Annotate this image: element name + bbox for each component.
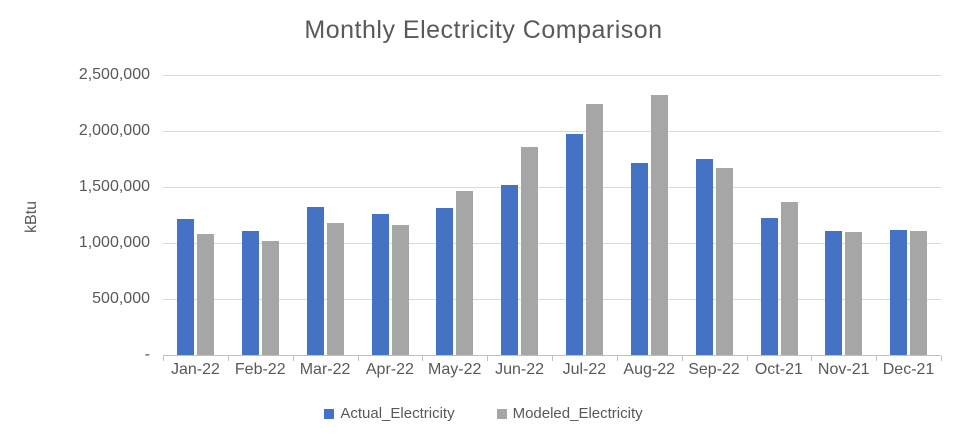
gridline [163,75,941,76]
bar-modeled_electricity [845,232,863,355]
x-axis-tick [422,356,423,361]
x-tick-label: Sep-22 [688,361,740,378]
bar-actual_electricity [760,218,778,355]
legend-entry: Actual_Electricity [324,405,455,422]
bar-modeled_electricity [197,234,214,355]
bar-modeled_electricity [650,95,668,355]
bar-actual_electricity [890,230,908,355]
x-tick-label: Dec-21 [882,361,935,378]
bar-actual_electricity [241,231,259,355]
y-tick-label: 1,500,000 [78,178,150,195]
x-axis-line [163,355,941,356]
bar-actual_electricity [436,208,454,355]
legend: Actual_Electricity Modeled_Electricity [0,405,967,422]
x-tick-label: Nov-21 [817,361,870,378]
x-tick-label: Jun-22 [495,361,545,378]
x-tick-label: Jul-22 [562,361,607,378]
bar-modeled_electricity [586,104,603,355]
x-tick-label: Mar-22 [299,361,351,378]
plot-area [163,75,942,361]
bar-modeled_electricity [910,231,928,355]
category-group [293,75,358,355]
bar-modeled_electricity [456,191,474,355]
x-tick-label: Feb-22 [234,361,286,378]
y-tick-label: 2,000,000 [78,122,150,139]
bar-actual_electricity [695,159,713,355]
x-tick-label: May-22 [428,361,482,378]
legend-entry: Modeled_Electricity [496,405,643,422]
x-axis-tick [747,356,748,361]
category-group [747,75,812,355]
category-group [422,75,487,355]
bar-modeled_electricity [780,202,798,355]
y-tick-label: 1,000,000 [78,234,150,251]
category-group [228,75,293,355]
legend-label: Actual_Electricity [340,405,455,422]
x-axis-tick [617,356,618,361]
y-tick-label: 2,500,000 [78,66,150,83]
x-axis-tick [811,356,812,361]
category-group [811,75,876,355]
bar-modeled_electricity [521,147,539,355]
gridline [163,187,941,188]
x-axis-tick [163,356,164,361]
x-tick-label: Apr-22 [365,361,414,378]
x-tick-label: Jan-22 [170,361,220,378]
category-group [552,75,617,355]
gridline [163,299,941,300]
x-axis-tick [358,356,359,361]
x-tick-label: Aug-22 [623,361,675,378]
legend-marker-icon [324,408,335,419]
category-group [682,75,747,355]
category-group [358,75,423,355]
bar-actual_electricity [630,163,648,355]
x-axis-tick [682,356,683,361]
bar-actual_electricity [501,185,519,355]
bar-modeled_electricity [391,225,409,355]
x-axis-tick [876,356,877,361]
x-axis-tick [552,356,553,361]
x-axis-tick [228,356,229,361]
bar-modeled_electricity [261,241,279,355]
legend-label: Modeled_Electricity [512,405,643,422]
x-axis-tick-labels: Jan-22 Feb-22 Mar-22 Apr-22 May-22 Jun-22 Jul-… [163,361,941,379]
bar-actual_electricity [177,219,194,355]
gridline [163,243,941,244]
bar-actual_electricity [306,207,324,355]
bar-actual_electricity [825,231,843,355]
bar-modeled_electricity [326,223,344,355]
category-group [163,75,228,355]
bar-actual_electricity [371,214,389,355]
x-tick-label: Oct-21 [754,361,803,378]
category-group [487,75,552,355]
y-tick-label: - [144,346,150,363]
bar-modeled_electricity [715,168,733,355]
category-group [876,75,941,355]
x-axis-tick [487,356,488,361]
gridline [163,131,941,132]
x-axis-tick [941,356,942,361]
category-group [617,75,682,355]
y-tick-label: 500,000 [92,290,150,307]
legend-marker-icon [496,408,507,419]
bar-actual_electricity [566,134,583,355]
chart-title: Monthly Electricity Comparison [304,16,663,44]
x-axis-tick [293,356,294,361]
